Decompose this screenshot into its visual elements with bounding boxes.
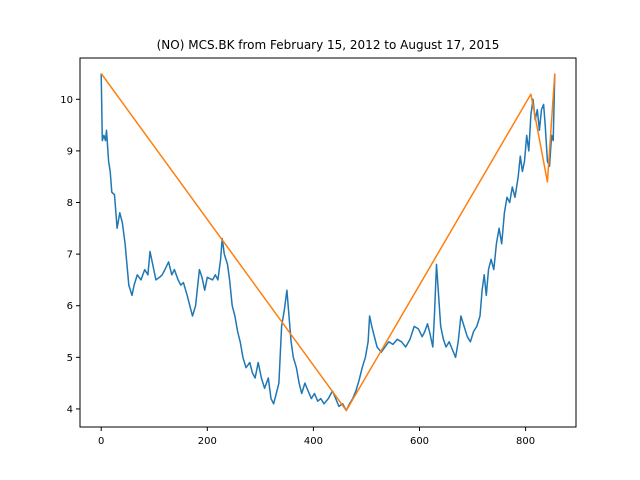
y-tick-label: 8 xyxy=(67,198,73,209)
y-tick-label: 5 xyxy=(67,353,73,364)
axis-ticks: 0 200 400 600 800 4 5 6 7 8 9 10 xyxy=(60,95,535,447)
plot-frame xyxy=(79,57,577,428)
x-tick-label: 600 xyxy=(410,436,429,447)
y-tick-label: 10 xyxy=(60,95,73,106)
series-line-trend xyxy=(100,73,556,412)
x-tick-label: 400 xyxy=(304,436,323,447)
x-tick-label: 0 xyxy=(98,436,104,447)
x-tick-label: 200 xyxy=(198,436,217,447)
x-tick-label: 800 xyxy=(516,436,535,447)
series-layer xyxy=(100,73,556,412)
chart-title: (NO) MCS.BK from February 15, 2012 to Au… xyxy=(157,38,500,52)
y-tick-label: 4 xyxy=(67,404,73,415)
y-tick-label: 7 xyxy=(67,250,73,261)
y-tick-label: 6 xyxy=(67,301,73,312)
y-tick-label: 9 xyxy=(67,146,73,157)
series-line-price xyxy=(100,73,556,412)
